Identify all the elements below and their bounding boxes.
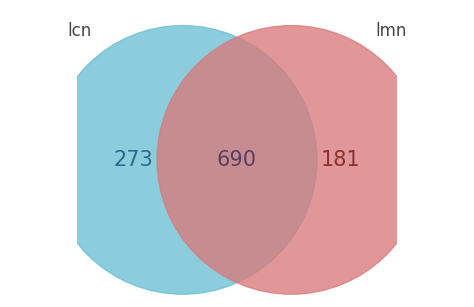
Text: 273: 273 [113, 150, 153, 170]
Text: 181: 181 [321, 150, 361, 170]
Text: lmn: lmn [375, 22, 407, 41]
Text: lcn: lcn [67, 22, 92, 41]
Circle shape [48, 25, 317, 294]
Text: 690: 690 [217, 150, 257, 170]
Circle shape [157, 25, 426, 294]
